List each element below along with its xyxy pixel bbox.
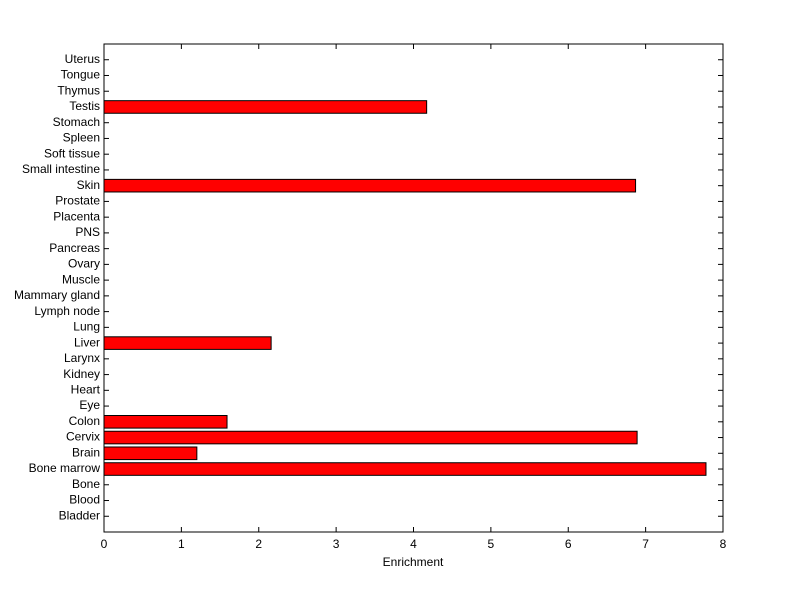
bar <box>103 462 707 476</box>
bar <box>103 178 637 193</box>
bar <box>103 430 638 445</box>
plot-frame <box>103 43 724 533</box>
y-tick-label: Stomach <box>53 115 100 129</box>
y-tick-label: Tongue <box>61 68 101 82</box>
y-tick-label: Uterus <box>65 52 100 66</box>
y-tick-label: Eye <box>79 398 100 412</box>
y-tick-label: Small intestine <box>22 162 100 176</box>
x-tick-label: 6 <box>565 537 572 551</box>
y-tick-label: Bone marrow <box>29 461 101 475</box>
y-tick-label: Lung <box>73 320 100 334</box>
y-tick-label: Spleen <box>63 131 100 145</box>
y-tick-label: Larynx <box>64 351 100 365</box>
y-tick-label: Cervix <box>66 430 100 444</box>
y-tick-label: Prostate <box>55 194 100 208</box>
x-tick-label: 8 <box>720 537 727 551</box>
y-tick-label: Muscle <box>62 272 100 286</box>
y-tick-label: Blood <box>69 493 100 507</box>
y-tick-label: Mammary gland <box>14 288 100 302</box>
y-tick-label: Testis <box>69 99 100 113</box>
y-tick-label: Lymph node <box>34 304 100 318</box>
y-tick-label: Liver <box>74 335 100 349</box>
y-tick-label: Colon <box>69 414 100 428</box>
y-tick-label: Heart <box>71 382 101 396</box>
bar <box>103 336 272 350</box>
x-tick-label: 1 <box>178 537 185 551</box>
x-tick-label: 7 <box>642 537 649 551</box>
y-tick-label: Bladder <box>59 508 100 522</box>
x-tick-label: 2 <box>255 537 262 551</box>
y-tick-label: Placenta <box>53 209 100 223</box>
y-tick-label: Skin <box>77 178 100 192</box>
bar <box>103 415 228 429</box>
bar <box>103 100 428 114</box>
bar <box>103 446 198 461</box>
y-tick-label: Kidney <box>63 367 100 381</box>
y-tick-label: Brain <box>72 445 100 459</box>
y-tick-label: Ovary <box>68 257 100 271</box>
y-tick-label: Soft tissue <box>44 146 100 160</box>
x-axis-label: Enrichment <box>383 555 444 569</box>
x-tick-label: 3 <box>333 537 340 551</box>
x-tick-label: 5 <box>488 537 495 551</box>
y-tick-label: Pancreas <box>49 241 100 255</box>
x-tick-label: 4 <box>410 537 417 551</box>
y-tick-label: PNS <box>75 225 100 239</box>
y-tick-label: Thymus <box>57 83 100 97</box>
x-tick-label: 0 <box>101 537 108 551</box>
y-tick-label: Bone <box>72 477 100 491</box>
